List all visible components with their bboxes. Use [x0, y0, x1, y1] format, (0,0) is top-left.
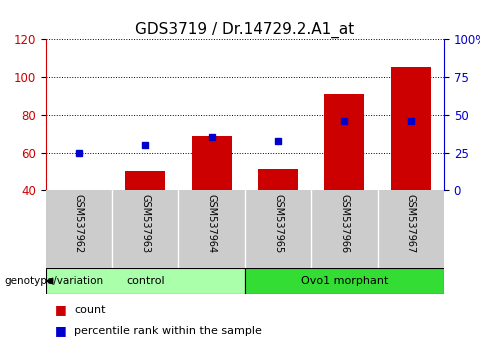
Text: control: control — [126, 276, 165, 286]
Bar — [125, 171, 165, 190]
Bar — [46, 268, 245, 294]
Text: GSM537962: GSM537962 — [74, 194, 84, 253]
Text: ■: ■ — [55, 303, 67, 316]
Text: GSM537965: GSM537965 — [273, 194, 283, 253]
Text: Ovo1 morphant: Ovo1 morphant — [300, 276, 388, 286]
Text: genotype/variation: genotype/variation — [5, 276, 104, 286]
Text: GSM537966: GSM537966 — [339, 194, 349, 253]
Bar — [192, 137, 231, 190]
Text: percentile rank within the sample: percentile rank within the sample — [74, 326, 262, 336]
Bar — [245, 268, 444, 294]
Text: GSM537967: GSM537967 — [406, 194, 416, 253]
Bar — [59, 189, 99, 190]
Text: GSM537964: GSM537964 — [206, 194, 216, 253]
Title: GDS3719 / Dr.14729.2.A1_at: GDS3719 / Dr.14729.2.A1_at — [135, 21, 354, 38]
Text: GSM537963: GSM537963 — [140, 194, 150, 253]
Bar — [391, 67, 431, 190]
Text: ■: ■ — [55, 325, 67, 337]
Bar — [258, 169, 298, 190]
Bar — [324, 94, 364, 190]
Text: count: count — [74, 305, 106, 315]
